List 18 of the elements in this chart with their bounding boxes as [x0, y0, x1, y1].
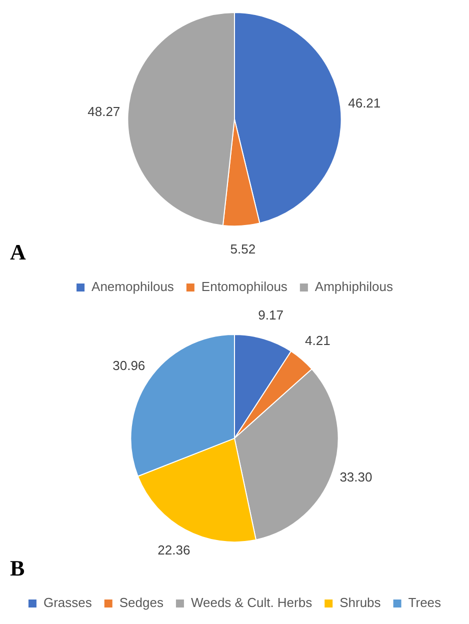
data-label: 33.30: [340, 470, 372, 485]
data-label: 46.21: [348, 95, 381, 110]
legend-label: Anemophilous: [92, 279, 174, 294]
legend-label: Grasses: [43, 595, 92, 610]
legend-label: Sedges: [119, 595, 164, 610]
data-label: 9.17: [258, 307, 284, 322]
data-label: 48.27: [88, 104, 120, 119]
legend-label: Shrubs: [340, 595, 382, 610]
legend-label: Weeds & Cult. Herbs: [190, 595, 313, 610]
text: A: [10, 239, 26, 264]
data-label: 30.96: [112, 358, 146, 373]
text: B: [10, 555, 25, 580]
legend-label: Amphiphilous: [314, 279, 394, 294]
data-label: 22.36: [158, 542, 190, 558]
data-label: 5.52: [230, 241, 256, 256]
data-label: 4.21: [304, 332, 330, 348]
legend-label: Trees: [408, 595, 442, 610]
legend-label: Entomophilous: [201, 279, 288, 294]
